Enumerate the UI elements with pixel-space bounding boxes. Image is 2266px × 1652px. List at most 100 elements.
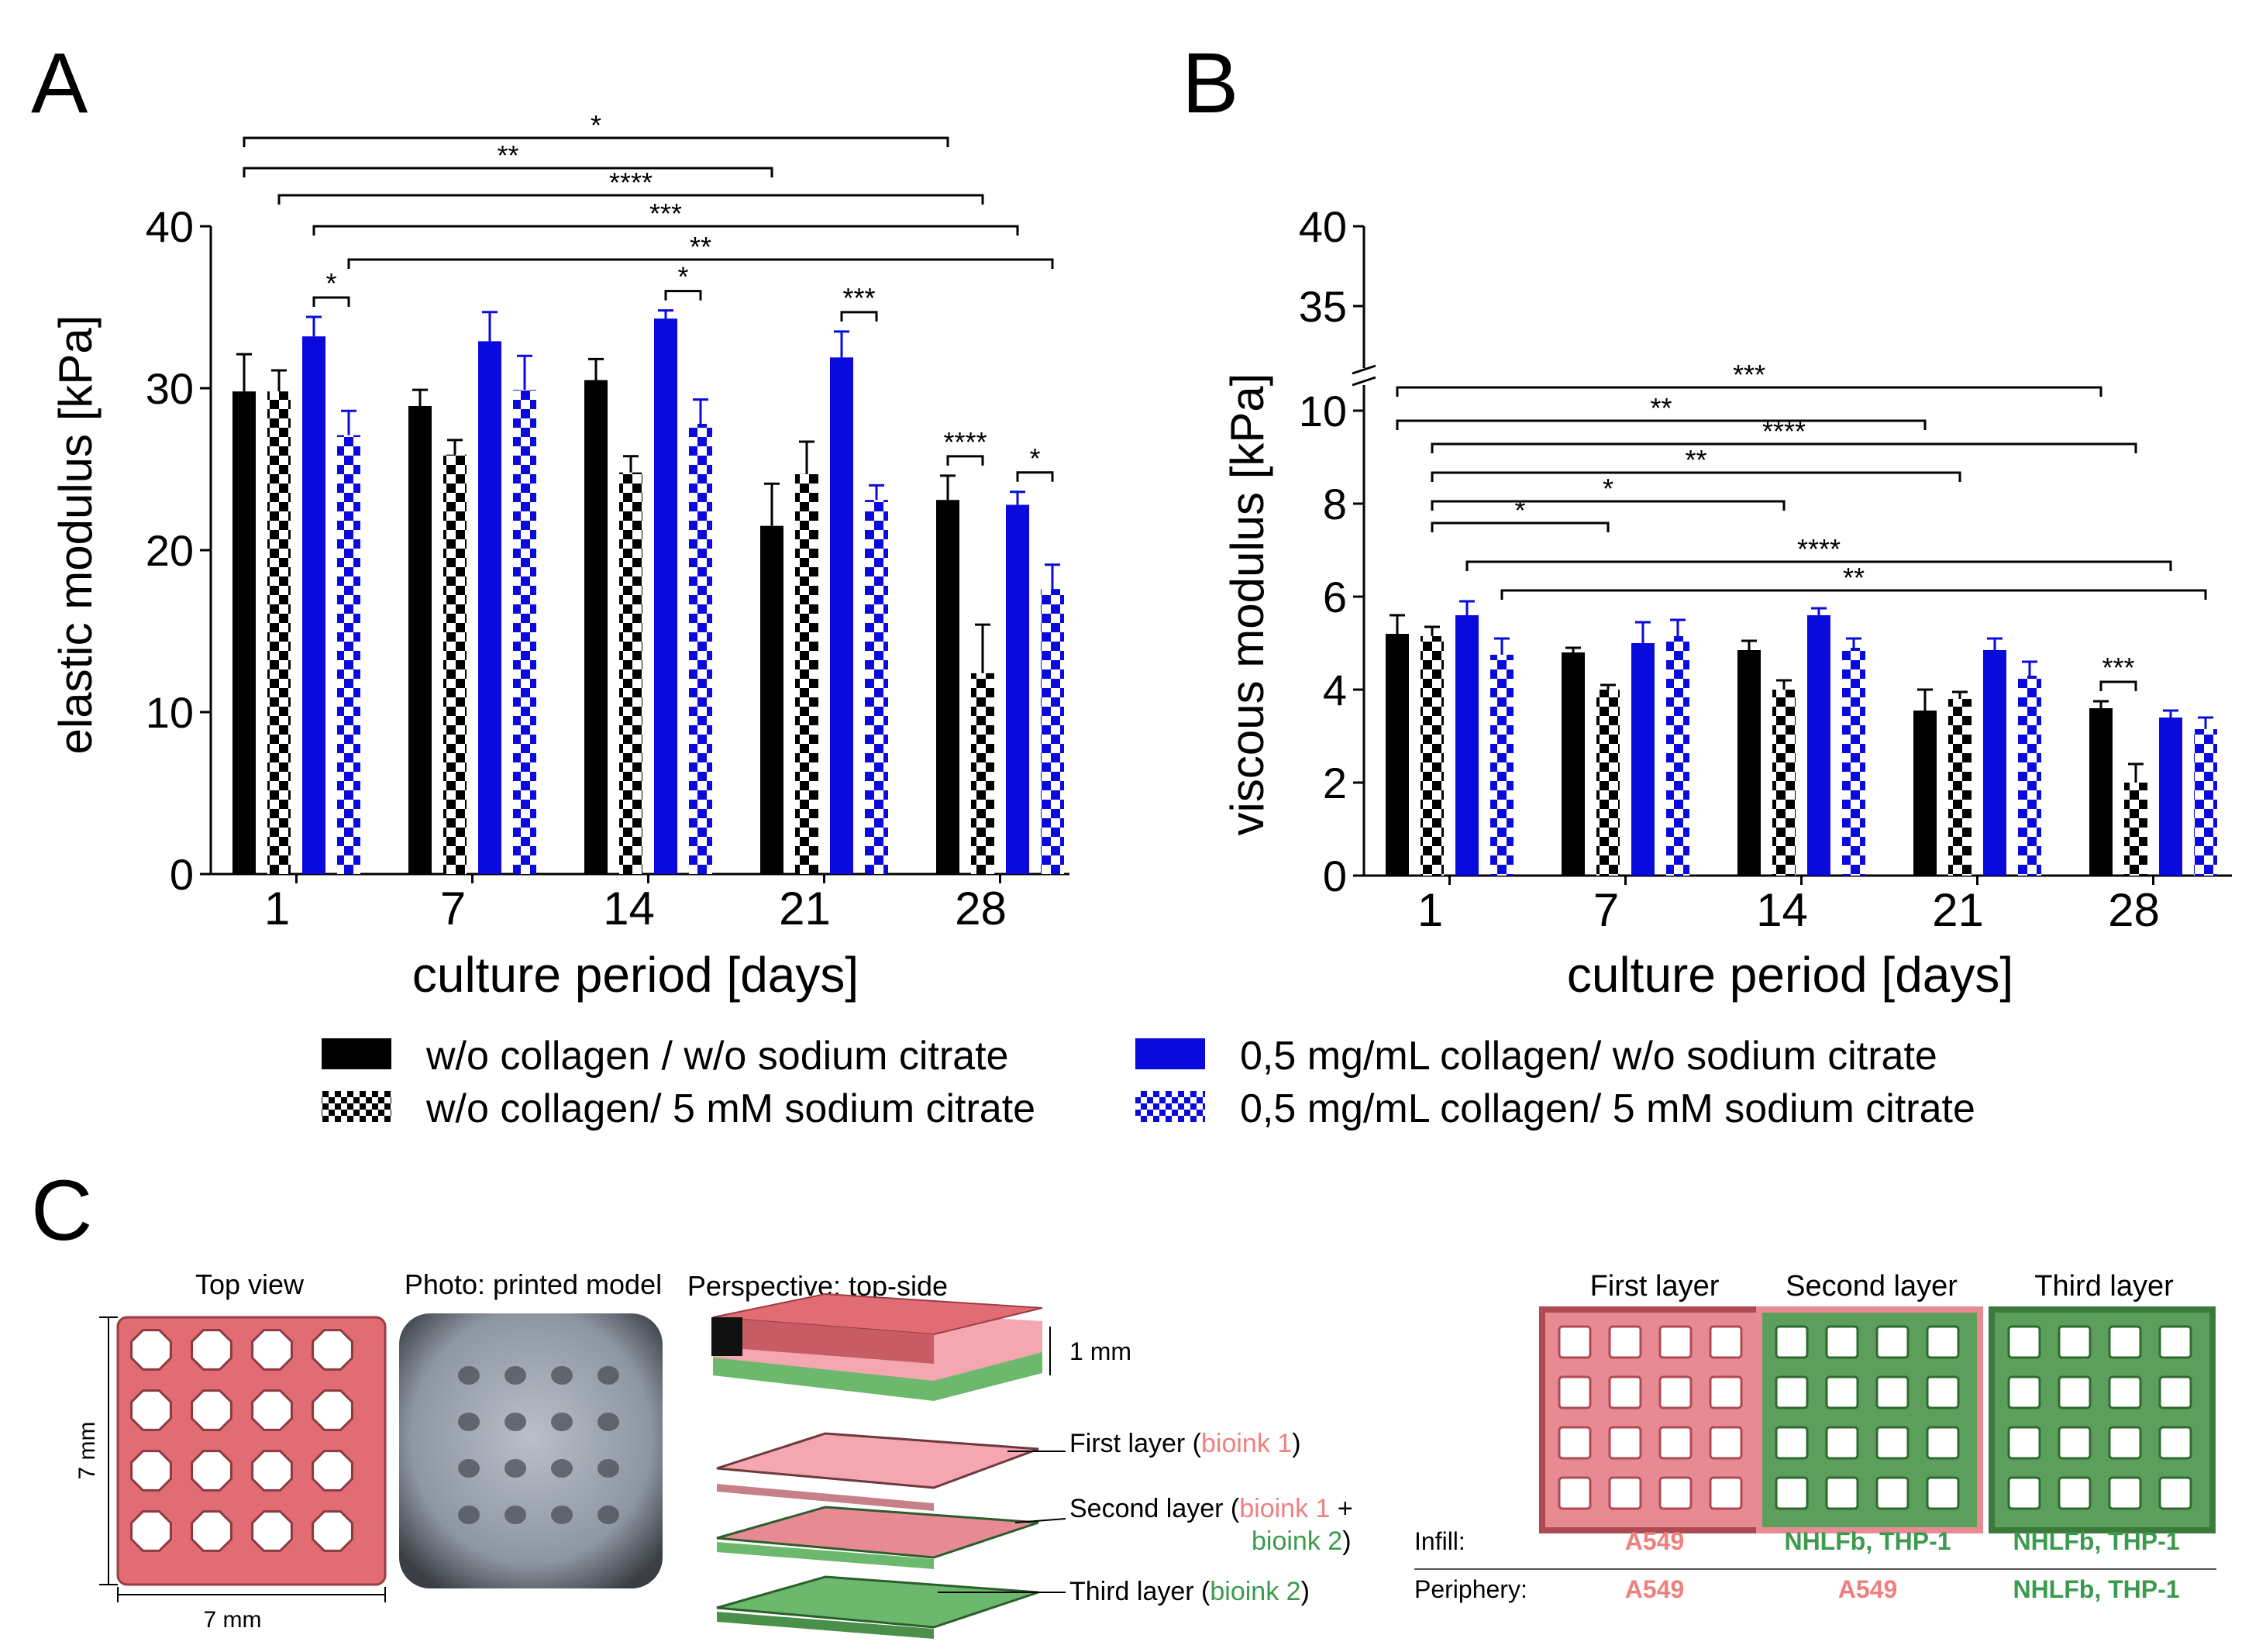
photo-hole xyxy=(551,1366,573,1385)
legend-swatch-solid-blue xyxy=(1135,1038,1205,1069)
x-tick-label: 28 xyxy=(2108,884,2160,936)
layer-column-hole xyxy=(1926,1375,1960,1409)
layer-callout-2: Second layer (bioink 1 + xyxy=(1069,1494,1353,1523)
layer-column-hole xyxy=(2007,1476,2041,1510)
sig-bracket-across xyxy=(277,194,984,205)
panel-c: Top view 7 mm 7 mm Photo: printed model … xyxy=(74,1268,2216,1639)
layer-column-hole xyxy=(1775,1375,1809,1409)
layer-column-hole xyxy=(1709,1325,1743,1359)
x-tick-label: 21 xyxy=(779,883,831,934)
bar xyxy=(1948,699,1972,876)
top-view-hole xyxy=(130,1389,172,1431)
infill-col-2: NHLFb, THP-1 xyxy=(1784,1527,1951,1555)
dim-height-label: 7 mm xyxy=(74,1422,100,1480)
bar xyxy=(2018,676,2041,876)
y-tick-label: 6 xyxy=(1323,573,1347,621)
layer-column-hole xyxy=(1658,1476,1693,1510)
bar xyxy=(1041,589,1064,874)
legend-swatch-check-blue xyxy=(1135,1091,1205,1122)
layer-column-hole xyxy=(2108,1426,2142,1460)
layer-column-hole xyxy=(2058,1476,2092,1510)
exploded-layer-3-side xyxy=(717,1612,934,1639)
y-tick-label: 0 xyxy=(170,850,194,899)
layer-column-hole xyxy=(2108,1375,2142,1409)
bar xyxy=(619,472,642,874)
photo-hole xyxy=(505,1413,526,1431)
panel-label-a: A xyxy=(31,36,88,131)
photo-holes xyxy=(458,1366,619,1524)
layer-column-title: Third layer xyxy=(2034,1270,2174,1303)
layer-column-hole xyxy=(1775,1426,1809,1460)
top-view-title: Top view xyxy=(195,1268,305,1300)
sig-bracket-across xyxy=(1465,560,2172,571)
chart-a-xlabel: culture period [days] xyxy=(412,947,859,1003)
bar xyxy=(1006,504,1029,874)
legend: w/o collagen / w/o sodium citrate w/o co… xyxy=(322,1034,1975,1131)
bar xyxy=(1842,648,1865,876)
x-tick-label: 7 xyxy=(1593,884,1619,936)
axis-break-mark xyxy=(1352,376,1376,387)
layer-column-hole xyxy=(2058,1375,2092,1409)
sig-label-across: *** xyxy=(649,198,682,229)
assembled-cutaway xyxy=(711,1317,742,1356)
top-view-hole xyxy=(191,1510,232,1552)
periphery-col-1: A549 xyxy=(1625,1575,1685,1603)
sig-label: *** xyxy=(842,282,875,314)
legend-swatch-solid-black xyxy=(322,1038,391,1069)
bar xyxy=(1421,636,1444,876)
callout-line-2 xyxy=(1014,1518,1066,1523)
bar xyxy=(760,525,783,874)
sig-bracket-across xyxy=(1431,500,1786,511)
bar xyxy=(1807,615,1830,876)
layer-column-hole xyxy=(1558,1375,1592,1409)
bar xyxy=(2124,783,2147,876)
y-tick-label: 8 xyxy=(1323,480,1347,528)
top-view-hole xyxy=(130,1510,172,1552)
bar xyxy=(1455,615,1479,876)
x-tick-label: 14 xyxy=(1756,884,1808,936)
layer-column-hole xyxy=(2158,1375,2192,1409)
top-view-hole xyxy=(130,1329,172,1371)
top-view-hole xyxy=(130,1450,172,1492)
top-view-hole xyxy=(312,1510,353,1552)
layer-column-hole xyxy=(2158,1325,2192,1359)
sig-label-across: ** xyxy=(1843,562,1865,594)
legend-label-1: w/o collagen / w/o sodium citrate xyxy=(425,1034,1008,1079)
sig-bracket-across xyxy=(1431,471,1961,482)
photo-hole xyxy=(597,1366,619,1385)
exploded-layer-2 xyxy=(716,1506,1039,1559)
sig-bracket xyxy=(1016,471,1054,482)
layer-column-hole xyxy=(1875,1325,1910,1359)
layer-callout-2b: bioink 2) xyxy=(1252,1526,1352,1556)
layer-column-hole xyxy=(1926,1426,1960,1460)
legend-label-4: 0,5 mg/mL collagen/ 5 mM sodium citrate xyxy=(1240,1086,1975,1131)
bar xyxy=(443,454,467,874)
bar xyxy=(584,380,608,874)
bar xyxy=(513,390,536,875)
bar xyxy=(1737,650,1761,876)
sig-label-across: **** xyxy=(609,167,653,198)
photo-hole xyxy=(597,1506,619,1524)
bar xyxy=(2159,718,2182,876)
bar xyxy=(1913,711,1937,876)
exploded-layer-1-side xyxy=(717,1484,934,1511)
sig-label-across: * xyxy=(591,109,601,141)
bar xyxy=(1562,652,1585,876)
top-view-hole xyxy=(312,1450,353,1492)
bar xyxy=(1490,655,1514,876)
layer-column-hole xyxy=(1875,1476,1910,1510)
x-tick-label: 1 xyxy=(1417,884,1443,936)
top-view-hole xyxy=(251,1329,293,1371)
photo-hole xyxy=(505,1366,526,1385)
layer-column-hole xyxy=(1775,1325,1809,1359)
infill-col-1: A549 xyxy=(1625,1527,1685,1555)
sig-bracket xyxy=(840,311,878,322)
bar xyxy=(936,500,959,874)
layer-column-hole xyxy=(1709,1375,1743,1409)
exploded-layer-2-side xyxy=(717,1542,934,1569)
x-tick-label: 21 xyxy=(1932,884,1984,936)
sig-label-across: ** xyxy=(690,231,711,263)
bar xyxy=(2089,708,2113,876)
exploded-layer-1 xyxy=(716,1432,1039,1489)
